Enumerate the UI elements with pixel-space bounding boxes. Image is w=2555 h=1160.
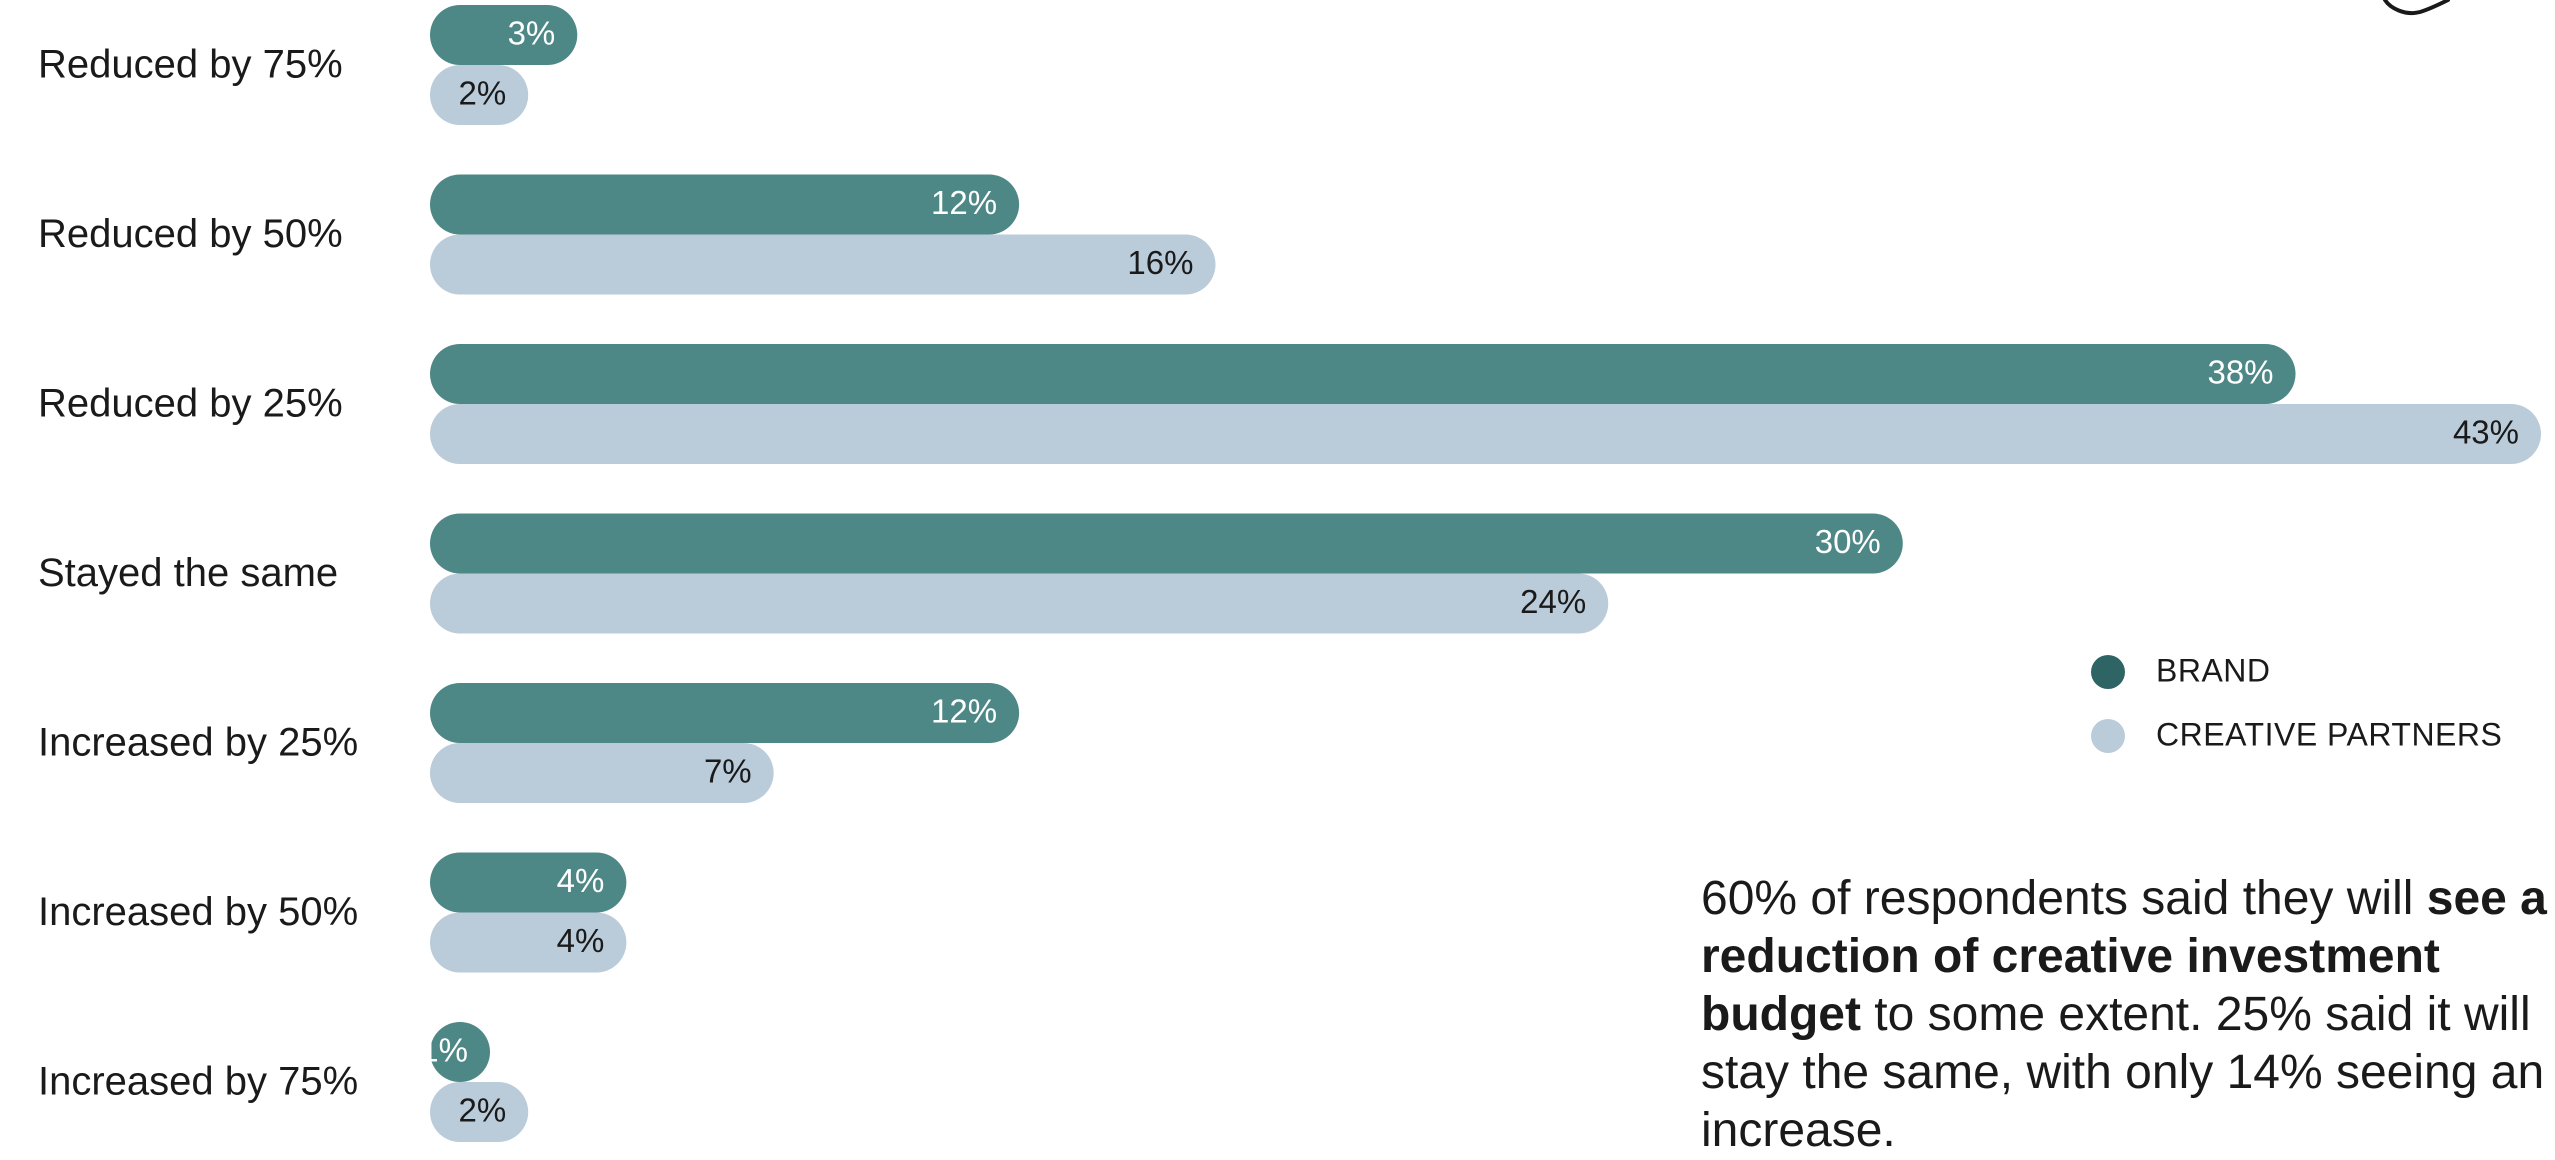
bar-brand-stayed-the-same	[430, 513, 1903, 574]
bar-creative-partners-reduced-by-50	[430, 234, 1216, 295]
value-label-creative-partners-increased-by-25: 7%	[704, 753, 752, 790]
bar-brand-reduced-by-75	[430, 5, 578, 65]
bar-creative-partners-increased-by-50	[430, 912, 627, 973]
bar-creative-partners-stayed-the-same	[430, 573, 1609, 634]
bar-brand-increased-by-50	[430, 852, 627, 913]
bar-brand-reduced-by-50	[430, 174, 1020, 235]
value-label-creative-partners-reduced-by-25: 43%	[2453, 414, 2519, 451]
value-label-brand-increased-by-75: 1%	[420, 1032, 468, 1069]
note-text-1: 60% of respondents said they will	[1701, 872, 2427, 925]
value-label-brand-reduced-by-25: 38%	[2207, 354, 2273, 391]
legend-label-creative-partners: CREATIVE PARTNERS	[2156, 716, 2502, 752]
value-label-brand-stayed-the-same: 30%	[1815, 523, 1881, 560]
value-label-brand-increased-by-50: 4%	[557, 862, 605, 899]
bar-creative-partners-reduced-by-25	[430, 404, 2541, 464]
note-text-2: to some extent. 25% said it will stay th…	[1701, 988, 2545, 1157]
value-label-brand-reduced-by-75: 3%	[508, 15, 556, 52]
value-label-creative-partners-stayed-the-same: 24%	[1520, 583, 1586, 620]
category-label-increased-by-50: Increased by 50%	[38, 890, 358, 934]
category-label-stayed-the-same: Stayed the same	[38, 551, 338, 595]
note-text-bold: see a reduction of creative investment b…	[1701, 872, 2547, 1041]
value-label-creative-partners-increased-by-75: 2%	[458, 1092, 506, 1129]
category-label-increased-by-75: Increased by 75%	[38, 1060, 358, 1104]
bar-brand-increased-by-75	[430, 1022, 490, 1082]
bar-creative-partners-reduced-by-75	[430, 65, 529, 125]
summary-note: 60% of respondents said they will see a …	[1701, 870, 2551, 1160]
legend-swatch-brand	[2091, 655, 2125, 689]
value-label-creative-partners-reduced-by-50: 16%	[1127, 244, 1193, 281]
bar-creative-partners-increased-by-25	[430, 743, 774, 803]
category-label-increased-by-25: Increased by 25%	[38, 721, 358, 765]
value-label-brand-increased-by-25: 12%	[931, 693, 997, 730]
bar-brand-increased-by-25	[430, 683, 1020, 743]
category-labels: Reduced by 75% Reduced by 50% Reduced by 2…	[38, 43, 358, 1104]
legend-label-brand: BRAND	[2156, 652, 2271, 688]
value-label-brand-reduced-by-50: 12%	[931, 184, 997, 221]
bar-brand-reduced-by-25	[430, 344, 2296, 404]
legend-swatch-creative-partners	[2091, 719, 2125, 753]
legend: BRAND CREATIVE PARTNERS	[2091, 652, 2502, 753]
bars: 3%2%12%16%38%43%30%24%12%7%4%4%1%2%	[420, 5, 2541, 1142]
value-label-creative-partners-increased-by-50: 4%	[557, 922, 605, 959]
bar-creative-partners-increased-by-75	[430, 1082, 529, 1142]
corner-decoration-icon	[2383, 0, 2450, 15]
category-label-reduced-by-25: Reduced by 25%	[38, 382, 343, 426]
category-label-reduced-by-75: Reduced by 75%	[38, 43, 343, 87]
value-label-creative-partners-reduced-by-75: 2%	[458, 75, 506, 112]
category-label-reduced-by-50: Reduced by 50%	[38, 212, 343, 256]
